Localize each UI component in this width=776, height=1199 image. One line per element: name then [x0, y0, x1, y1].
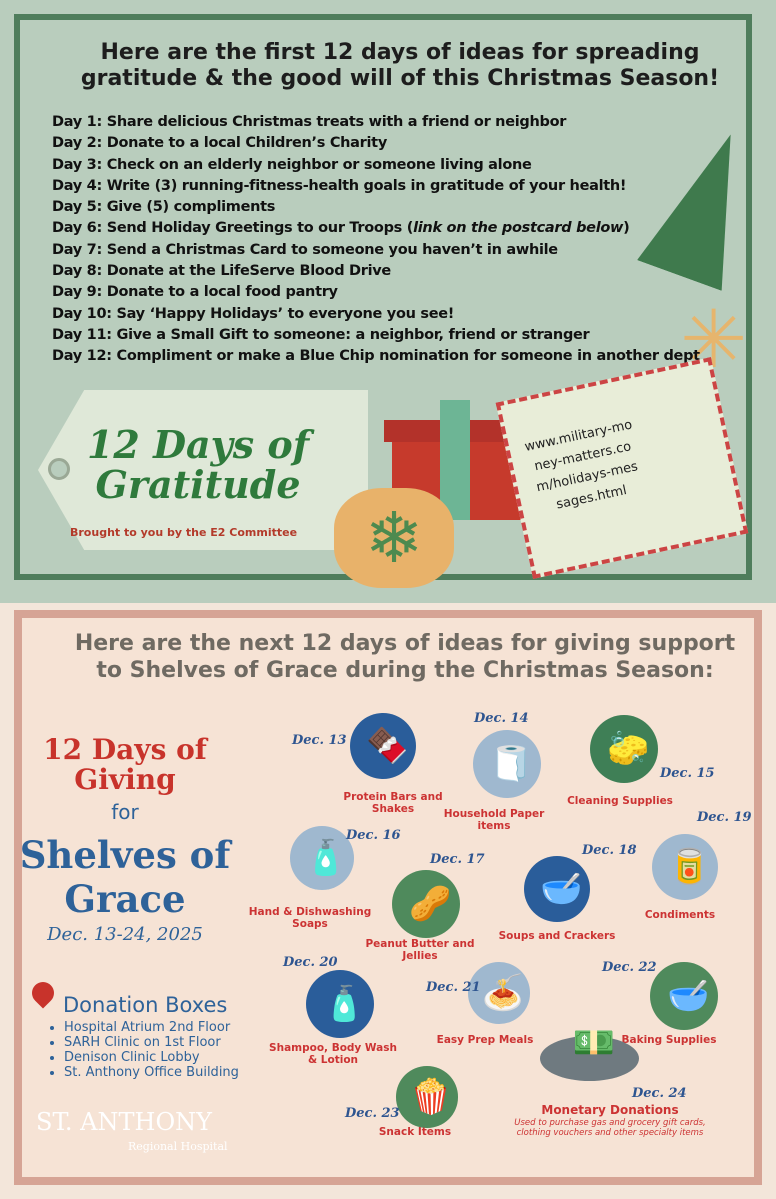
- item-icon: 🥣: [667, 976, 710, 1017]
- item-label: Household Paper items: [443, 808, 545, 832]
- item-circle: [396, 1066, 458, 1128]
- item-date: Dec. 19: [697, 810, 752, 825]
- gift-ribbon: [440, 400, 470, 520]
- item-circle: [524, 856, 590, 922]
- item-icon: 🥣: [540, 869, 583, 909]
- item-circle: [540, 1036, 639, 1081]
- item-circle: [392, 870, 461, 939]
- day-6-link-note: link on the postcard below: [413, 220, 624, 237]
- gift-tag: [38, 390, 368, 550]
- item-icon: 🧴: [304, 837, 348, 878]
- monetary-note: Used to purchase gas and grocery gift ca…: [514, 1118, 706, 1138]
- day-6-text: Day 6: Send Holiday Greetings to our Tro…: [52, 220, 414, 237]
- item-date: Dec. 24: [632, 1086, 687, 1101]
- location-item: SARH Clinic on 1st Floor: [64, 1035, 239, 1050]
- day-item: Day 4: Write (3) running-fitness-health …: [52, 177, 627, 194]
- day-item: Day 3: Check on an elderly neighbor or s…: [52, 156, 532, 173]
- location-item: St. Anthony Office Building: [64, 1065, 239, 1080]
- item-date: Dec. 15: [660, 766, 715, 781]
- item-date: Dec. 14: [474, 711, 529, 726]
- donation-boxes-title: Donation Boxes: [63, 993, 228, 1017]
- item-circle: [306, 970, 375, 1039]
- item-date: Dec. 20: [283, 955, 338, 970]
- item-circle: [473, 730, 542, 799]
- item-label: Shampoo, Body Wash & Lotion: [269, 1042, 397, 1066]
- location-item: Denison Clinic Lobby: [64, 1050, 239, 1065]
- day-6-end: ): [623, 220, 630, 237]
- donation-locations: Hospital Atrium 2nd Floor SARH Clinic on…: [50, 1020, 239, 1080]
- tag-subtitle: Brought to you by the E2 Committee: [70, 526, 298, 539]
- item-label: Easy Prep Meals: [436, 1034, 534, 1046]
- item-icon: 🧴: [323, 984, 366, 1025]
- snowflake-cookie-icon: ❄: [334, 488, 454, 588]
- item-icon: 🧽: [607, 729, 650, 770]
- item-label: Condiments: [644, 909, 716, 921]
- item-label: Baking Supplies: [621, 1034, 717, 1046]
- item-date: Dec. 22: [602, 960, 657, 975]
- item-circle: [652, 834, 718, 900]
- item-icon: 🍫: [366, 726, 409, 766]
- item-circle: [290, 826, 354, 890]
- tag-title: 12 Days of Gratitude: [86, 422, 310, 507]
- item-date: Dec. 23: [345, 1106, 400, 1121]
- item-icon: 💵: [572, 1023, 615, 1063]
- hospital-logo-sub: Regional Hospital: [128, 1140, 228, 1153]
- giving-dates: Dec. 13-24, 2025: [47, 924, 203, 945]
- day-item: Day 5: Give (5) compliments: [52, 199, 276, 216]
- item-date: Dec. 13: [292, 733, 347, 748]
- giving-panel: [14, 610, 762, 1185]
- day-item: Day 9: Donate to a local food pantry: [52, 284, 338, 301]
- giving-heading: 12 Days of Giving: [43, 733, 207, 796]
- item-circle: [650, 962, 719, 1031]
- item-icon: 🍿: [409, 1076, 453, 1117]
- day-item: Day 7: Send a Christmas Card to someone …: [52, 241, 558, 258]
- giving-for: for: [111, 800, 139, 824]
- hospital-logo: ST. ANTHONY: [36, 1108, 212, 1136]
- day-item: Day 12: Compliment or make a Blue Chip n…: [52, 348, 700, 365]
- shelves-of-grace: Shelves of Grace: [19, 833, 231, 921]
- item-circle: [468, 962, 530, 1024]
- location-item: Hospital Atrium 2nd Floor: [64, 1020, 239, 1035]
- giving-title: Here are the next 12 days of ideas for g…: [74, 631, 736, 683]
- day-item: Day 8: Donate at the LifeServe Blood Dri…: [52, 263, 391, 280]
- day-item: Day 6: Send Holiday Greetings to our Tro…: [52, 218, 700, 239]
- item-label: Hand & Dishwashing Soaps: [248, 906, 372, 930]
- item-label: Snack Items: [378, 1126, 452, 1138]
- item-date: Dec. 18: [582, 843, 637, 858]
- item-label: Peanut Butter and Jellies: [365, 938, 475, 962]
- item-icon: 🧻: [490, 744, 533, 785]
- gratitude-day-list: Day 1: Share delicious Christmas treats …: [52, 112, 700, 368]
- day-item: Day 10: Say ‘Happy Holidays’ to everyone…: [52, 305, 455, 322]
- day-item: Day 2: Donate to a local Children’s Char…: [52, 135, 387, 152]
- day-item: Day 1: Share delicious Christmas treats …: [52, 114, 567, 130]
- gratitude-title: Here are the first 12 days of ideas for …: [80, 40, 720, 91]
- item-circle: [350, 713, 416, 779]
- item-label: Soups and Crackers: [498, 930, 616, 942]
- item-date: Dec. 21: [426, 980, 481, 995]
- item-label: Cleaning Supplies: [567, 795, 673, 807]
- item-date: Dec. 17: [430, 852, 485, 867]
- item-icon: 🥜: [409, 884, 452, 925]
- item-circle: [590, 715, 659, 784]
- item-label: Monetary Donations: [541, 1103, 679, 1117]
- item-date: Dec. 16: [346, 828, 401, 843]
- day-item: Day 11: Give a Small Gift to someone: a …: [52, 326, 590, 343]
- item-icon: 🥫: [668, 847, 711, 887]
- tag-hole: [48, 458, 70, 480]
- item-icon: 🍝: [481, 972, 525, 1013]
- item-label: Protein Bars and Shakes: [343, 791, 443, 815]
